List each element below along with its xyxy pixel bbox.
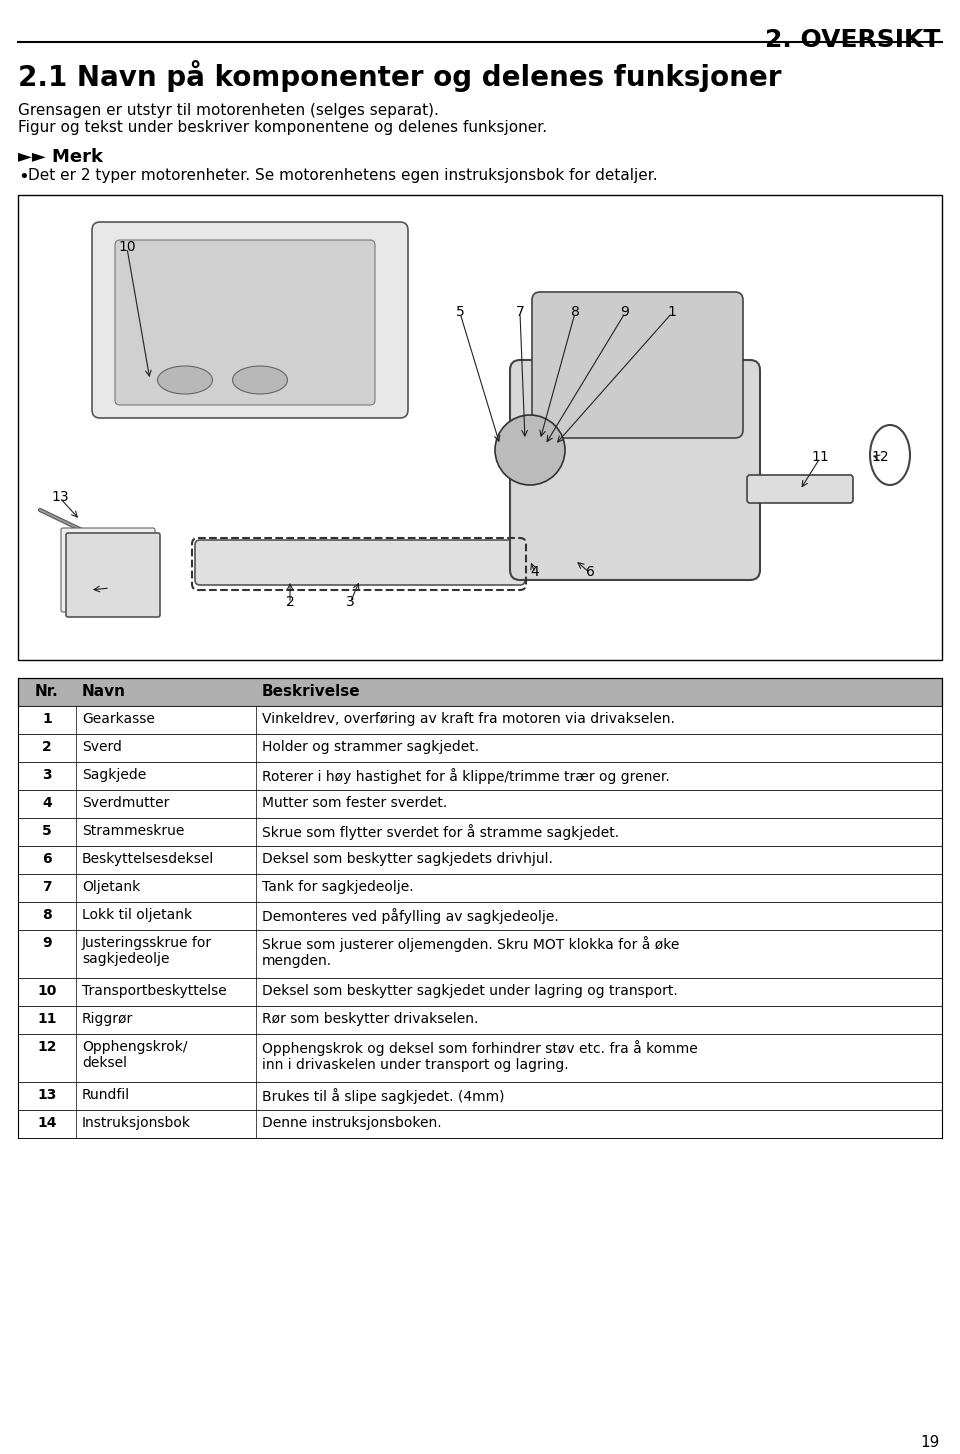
Ellipse shape (495, 414, 565, 486)
Bar (18, 678, 942, 707)
Text: 3: 3 (346, 595, 354, 609)
FancyBboxPatch shape (115, 240, 375, 406)
Text: ►► Merk: ►► Merk (18, 148, 103, 166)
Text: Oljetank: Oljetank (82, 880, 140, 894)
Text: Grensagen er utstyr til motorenheten (selges separat).: Grensagen er utstyr til motorenheten (se… (18, 103, 439, 118)
Text: Denne instruksjonsboken.: Denne instruksjonsboken. (262, 1117, 442, 1130)
Text: 5: 5 (42, 824, 52, 838)
Text: Roterer i høy hastighet for å klippe/trimme trær og grener.: Roterer i høy hastighet for å klippe/tri… (262, 768, 670, 784)
Text: 7: 7 (42, 880, 52, 894)
Text: Beskrivelse: Beskrivelse (262, 683, 361, 699)
Bar (18, 790, 942, 819)
Text: 13: 13 (51, 490, 69, 505)
Text: 4: 4 (531, 566, 540, 579)
Text: 6: 6 (586, 566, 594, 579)
Text: Lokk til oljetank: Lokk til oljetank (82, 907, 192, 922)
Text: 1: 1 (42, 712, 52, 726)
Text: Sverdmutter: Sverdmutter (82, 795, 169, 810)
Text: Figur og tekst under beskriver komponentene og delenes funksjoner.: Figur og tekst under beskriver komponent… (18, 121, 547, 135)
Bar (18, 979, 942, 1006)
Text: Mutter som fester sverdet.: Mutter som fester sverdet. (262, 795, 447, 810)
Text: 7: 7 (516, 305, 524, 318)
Text: 2.1 Navn på komponenter og delenes funksjoner: 2.1 Navn på komponenter og delenes funks… (18, 60, 781, 92)
Text: Deksel som beskytter sagkjedet under lagring og transport.: Deksel som beskytter sagkjedet under lag… (262, 984, 678, 997)
Text: Tank for sagkjedeolje.: Tank for sagkjedeolje. (262, 880, 414, 894)
Text: 2: 2 (42, 740, 52, 755)
Text: Deksel som beskytter sagkjedets drivhjul.: Deksel som beskytter sagkjedets drivhjul… (262, 852, 553, 867)
Text: Holder og strammer sagkjedet.: Holder og strammer sagkjedet. (262, 740, 479, 755)
Text: 13: 13 (37, 1088, 57, 1102)
Text: 12: 12 (37, 1040, 57, 1054)
Bar (18, 734, 942, 762)
Text: Instruksjonsbok: Instruksjonsbok (82, 1117, 191, 1130)
Text: Riggrør: Riggrør (82, 1012, 133, 1027)
Text: 4: 4 (42, 795, 52, 810)
Bar (18, 762, 942, 790)
Text: 6: 6 (42, 852, 52, 867)
Text: 8: 8 (570, 305, 580, 318)
Bar (18, 195, 942, 660)
Text: 14: 14 (101, 580, 119, 595)
Text: 1: 1 (667, 305, 677, 318)
Text: Transportbeskyttelse: Transportbeskyttelse (82, 984, 227, 997)
Text: 2. OVERSIKT: 2. OVERSIKT (764, 28, 940, 52)
Text: 12: 12 (871, 449, 889, 464)
FancyBboxPatch shape (532, 292, 743, 438)
FancyBboxPatch shape (66, 534, 160, 616)
Text: 5: 5 (456, 305, 465, 318)
Text: Opphengskrok/
deksel: Opphengskrok/ deksel (82, 1040, 187, 1070)
Text: Navn: Navn (82, 683, 126, 699)
Text: Justeringsskrue for
sagkjedeolje: Justeringsskrue for sagkjedeolje (82, 936, 212, 967)
Text: •: • (18, 169, 29, 186)
Text: Brukes til å slipe sagkjedet. (4mm): Brukes til å slipe sagkjedet. (4mm) (262, 1088, 505, 1104)
Text: 11: 11 (37, 1012, 57, 1027)
FancyBboxPatch shape (510, 361, 760, 580)
Text: Beskyttelsesdeksel: Beskyttelsesdeksel (82, 852, 214, 867)
Bar (18, 874, 942, 901)
FancyBboxPatch shape (195, 539, 525, 585)
Bar (18, 1034, 942, 1082)
Text: 2: 2 (286, 595, 295, 609)
Text: 8: 8 (42, 907, 52, 922)
Text: 9: 9 (620, 305, 630, 318)
FancyBboxPatch shape (61, 528, 155, 612)
Bar (18, 707, 942, 734)
FancyBboxPatch shape (92, 222, 408, 417)
Text: Opphengskrok og deksel som forhindrer støv etc. fra å komme
inn i drivaskelen un: Opphengskrok og deksel som forhindrer st… (262, 1040, 698, 1072)
Bar (18, 931, 942, 979)
Ellipse shape (157, 366, 212, 394)
Bar (18, 1109, 942, 1138)
Text: Gearkasse: Gearkasse (82, 712, 155, 726)
Bar (18, 1006, 942, 1034)
Text: Det er 2 typer motorenheter. Se motorenhetens egen instruksjonsbok for detaljer.: Det er 2 typer motorenheter. Se motorenh… (28, 169, 658, 183)
Text: Sagkjede: Sagkjede (82, 768, 146, 782)
Text: 10: 10 (118, 240, 135, 254)
Bar (18, 1082, 942, 1109)
Ellipse shape (232, 366, 287, 394)
FancyBboxPatch shape (747, 475, 853, 503)
Text: Rør som beskytter drivakselen.: Rør som beskytter drivakselen. (262, 1012, 478, 1027)
Text: Nr.: Nr. (36, 683, 59, 699)
Text: Demonteres ved påfylling av sagkjedeolje.: Demonteres ved påfylling av sagkjedeolje… (262, 907, 559, 923)
Text: Strammeskrue: Strammeskrue (82, 824, 184, 838)
Text: Skrue som flytter sverdet for å stramme sagkjedet.: Skrue som flytter sverdet for å stramme … (262, 824, 619, 840)
Bar (18, 901, 942, 931)
Text: 11: 11 (811, 449, 828, 464)
Text: 9: 9 (42, 936, 52, 949)
Text: 10: 10 (37, 984, 57, 997)
Text: 3: 3 (42, 768, 52, 782)
Text: Sverd: Sverd (82, 740, 122, 755)
Text: Vinkeldrev, overføring av kraft fra motoren via drivakselen.: Vinkeldrev, overføring av kraft fra moto… (262, 712, 675, 726)
Text: Rundfil: Rundfil (82, 1088, 131, 1102)
Bar (18, 819, 942, 846)
Text: Skrue som justerer oljemengden. Skru MOT klokka for å øke
mengden.: Skrue som justerer oljemengden. Skru MOT… (262, 936, 680, 968)
Bar (18, 846, 942, 874)
Text: 14: 14 (37, 1117, 57, 1130)
Text: 19: 19 (921, 1435, 940, 1450)
